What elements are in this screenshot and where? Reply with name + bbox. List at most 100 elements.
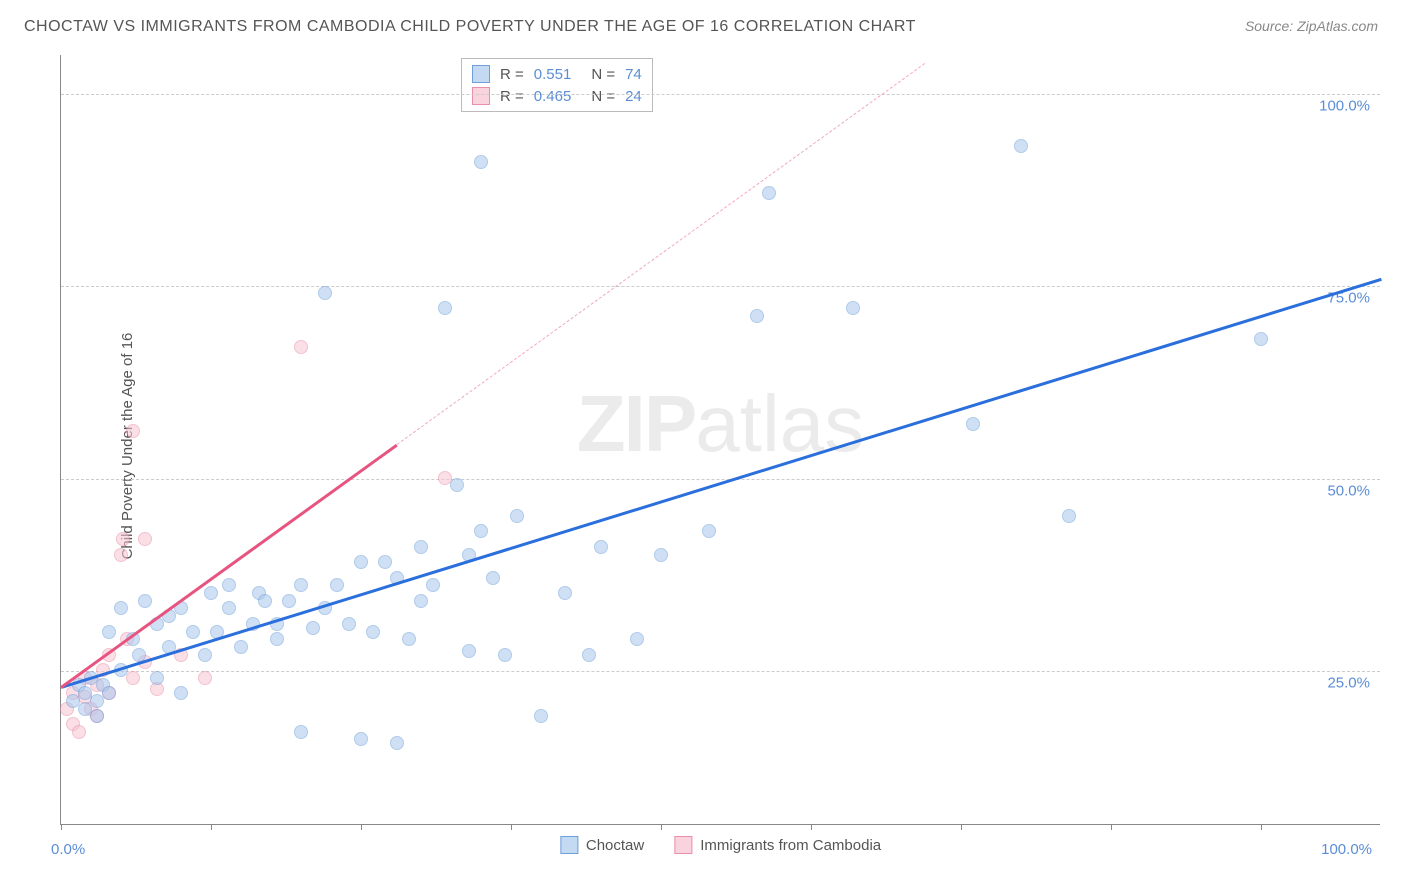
data-point bbox=[390, 736, 404, 750]
legend-item: Immigrants from Cambodia bbox=[674, 836, 881, 854]
legend-swatch bbox=[472, 65, 490, 83]
stats-r-label: R = bbox=[500, 88, 524, 105]
x-tick bbox=[1261, 824, 1262, 830]
data-point bbox=[198, 671, 212, 685]
data-point bbox=[498, 648, 512, 662]
x-tick bbox=[511, 824, 512, 830]
data-point bbox=[762, 186, 776, 200]
trend-line bbox=[61, 278, 1382, 688]
gridline bbox=[61, 479, 1380, 480]
x-tick bbox=[661, 824, 662, 830]
legend-swatch bbox=[674, 836, 692, 854]
data-point bbox=[438, 301, 452, 315]
data-point bbox=[342, 617, 356, 631]
stats-r-value: 0.551 bbox=[534, 66, 572, 83]
x-tick bbox=[361, 824, 362, 830]
data-point bbox=[1014, 139, 1028, 153]
data-point bbox=[306, 621, 320, 635]
data-point bbox=[582, 648, 596, 662]
data-point bbox=[414, 540, 428, 554]
y-tick-label: 100.0% bbox=[1319, 97, 1370, 114]
x-axis-max-label: 100.0% bbox=[1321, 841, 1372, 858]
data-point bbox=[294, 725, 308, 739]
legend-label: Immigrants from Cambodia bbox=[700, 837, 881, 854]
stats-n-value: 74 bbox=[625, 66, 642, 83]
data-point bbox=[366, 625, 380, 639]
trend-line-extrapolated bbox=[397, 63, 926, 445]
gridline bbox=[61, 286, 1380, 287]
data-point bbox=[354, 555, 368, 569]
watermark: ZIPatlas bbox=[577, 378, 864, 470]
data-point bbox=[630, 632, 644, 646]
data-point bbox=[462, 644, 476, 658]
data-point bbox=[750, 309, 764, 323]
stats-row: R =0.465N =24 bbox=[472, 85, 642, 107]
stats-r-value: 0.465 bbox=[534, 88, 572, 105]
plot-area: ZIPatlas R =0.551N =74R =0.465N =24 Choc… bbox=[60, 55, 1380, 825]
data-point bbox=[116, 532, 130, 546]
x-tick bbox=[1111, 824, 1112, 830]
stats-n-label: N = bbox=[591, 88, 615, 105]
x-tick bbox=[61, 824, 62, 830]
data-point bbox=[204, 586, 218, 600]
data-point bbox=[702, 524, 716, 538]
x-tick bbox=[961, 824, 962, 830]
data-point bbox=[90, 709, 104, 723]
data-point bbox=[138, 594, 152, 608]
chart-title: CHOCTAW VS IMMIGRANTS FROM CAMBODIA CHIL… bbox=[24, 18, 916, 36]
data-point bbox=[102, 625, 116, 639]
data-point bbox=[426, 578, 440, 592]
data-point bbox=[534, 709, 548, 723]
stats-legend: R =0.551N =74R =0.465N =24 bbox=[461, 58, 653, 112]
data-point bbox=[966, 417, 980, 431]
data-point bbox=[72, 725, 86, 739]
stats-row: R = 0.551 N = 74 bbox=[472, 63, 642, 85]
source-attribution: Source: ZipAtlas.com bbox=[1245, 18, 1378, 34]
data-point bbox=[186, 625, 200, 639]
bottom-legend: Choctaw Immigrants from Cambodia bbox=[560, 836, 881, 854]
trend-line bbox=[60, 444, 397, 689]
data-point bbox=[846, 301, 860, 315]
data-point bbox=[258, 594, 272, 608]
data-point bbox=[510, 509, 524, 523]
data-point bbox=[198, 648, 212, 662]
watermark-light: atlas bbox=[695, 379, 864, 468]
legend-swatch bbox=[472, 87, 490, 105]
y-tick-label: 50.0% bbox=[1327, 482, 1370, 499]
legend-item: Choctaw bbox=[560, 836, 644, 854]
data-point bbox=[354, 732, 368, 746]
data-point bbox=[474, 524, 488, 538]
data-point bbox=[654, 548, 668, 562]
data-point bbox=[474, 155, 488, 169]
legend-label: Choctaw bbox=[586, 837, 644, 854]
stats-n-label: N = bbox=[591, 66, 615, 83]
data-point bbox=[114, 548, 128, 562]
data-point bbox=[126, 424, 140, 438]
x-axis-min-label: 0.0% bbox=[51, 841, 85, 858]
data-point bbox=[318, 286, 332, 300]
watermark-bold: ZIP bbox=[577, 379, 695, 468]
gridline bbox=[61, 94, 1380, 95]
data-point bbox=[282, 594, 296, 608]
gridline bbox=[61, 671, 1380, 672]
x-tick bbox=[811, 824, 812, 830]
data-point bbox=[558, 586, 572, 600]
data-point bbox=[378, 555, 392, 569]
x-tick bbox=[211, 824, 212, 830]
data-point bbox=[222, 578, 236, 592]
stats-r-label: R = bbox=[500, 66, 524, 83]
data-point bbox=[150, 671, 164, 685]
y-tick-label: 25.0% bbox=[1327, 675, 1370, 692]
data-point bbox=[222, 601, 236, 615]
data-point bbox=[126, 671, 140, 685]
data-point bbox=[450, 478, 464, 492]
data-point bbox=[1062, 509, 1076, 523]
data-point bbox=[294, 340, 308, 354]
data-point bbox=[414, 594, 428, 608]
data-point bbox=[1254, 332, 1268, 346]
legend-swatch bbox=[560, 836, 578, 854]
data-point bbox=[486, 571, 500, 585]
data-point bbox=[138, 532, 152, 546]
data-point bbox=[234, 640, 248, 654]
data-point bbox=[114, 601, 128, 615]
